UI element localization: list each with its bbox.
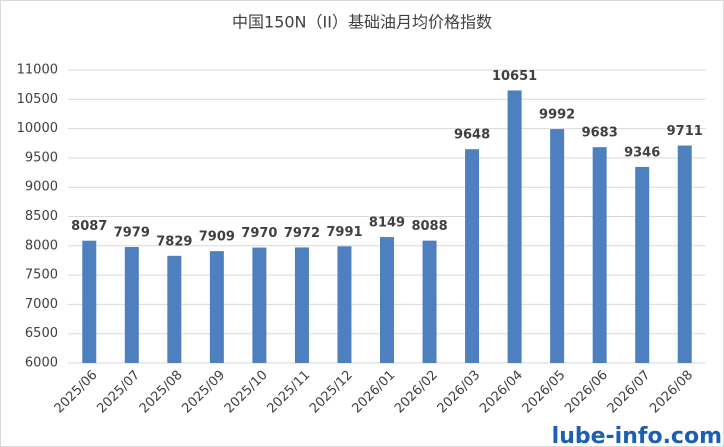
data-label: 7972 (284, 226, 320, 241)
data-label: 7829 (156, 234, 192, 249)
data-label: 8087 (71, 219, 107, 234)
bar (550, 129, 565, 363)
y-tick-label: 10500 (17, 92, 58, 107)
bar (507, 90, 522, 363)
bar (592, 147, 607, 363)
bar (635, 166, 650, 363)
data-label: 8088 (411, 219, 447, 234)
bar (209, 251, 224, 363)
y-tick-label: 7500 (25, 268, 58, 283)
bar (465, 149, 480, 363)
data-label: 10651 (492, 69, 537, 84)
data-label: 7991 (326, 225, 362, 240)
bar (82, 240, 97, 363)
bar (124, 247, 139, 363)
data-label: 7970 (241, 226, 277, 241)
data-label: 9711 (667, 124, 703, 139)
data-label: 9992 (539, 108, 575, 123)
bar (337, 246, 352, 363)
data-label: 7909 (199, 230, 235, 245)
bar (294, 247, 309, 363)
y-tick-label: 6000 (25, 356, 58, 371)
watermark: lube-info.com (552, 424, 722, 447)
bar (252, 247, 267, 363)
bar (422, 240, 437, 363)
y-tick-label: 7000 (25, 297, 58, 312)
y-tick-label: 9000 (25, 180, 58, 195)
chart-title: 中国150N（II）基础油月均价格指数 (232, 13, 492, 32)
y-tick-label: 10000 (17, 121, 58, 136)
bar (380, 237, 394, 363)
bar (677, 145, 692, 363)
data-label: 9346 (624, 145, 660, 160)
y-tick-label: 9500 (25, 150, 58, 165)
y-tick-label: 11000 (17, 63, 58, 78)
data-label: 7979 (114, 226, 150, 241)
data-label: 9648 (454, 128, 490, 143)
y-tick-label: 6500 (25, 326, 58, 341)
bar (167, 255, 182, 363)
data-label: 8149 (369, 216, 405, 231)
data-label: 9683 (582, 126, 618, 141)
y-tick-label: 8500 (25, 209, 58, 224)
y-tick-label: 8000 (25, 238, 58, 253)
